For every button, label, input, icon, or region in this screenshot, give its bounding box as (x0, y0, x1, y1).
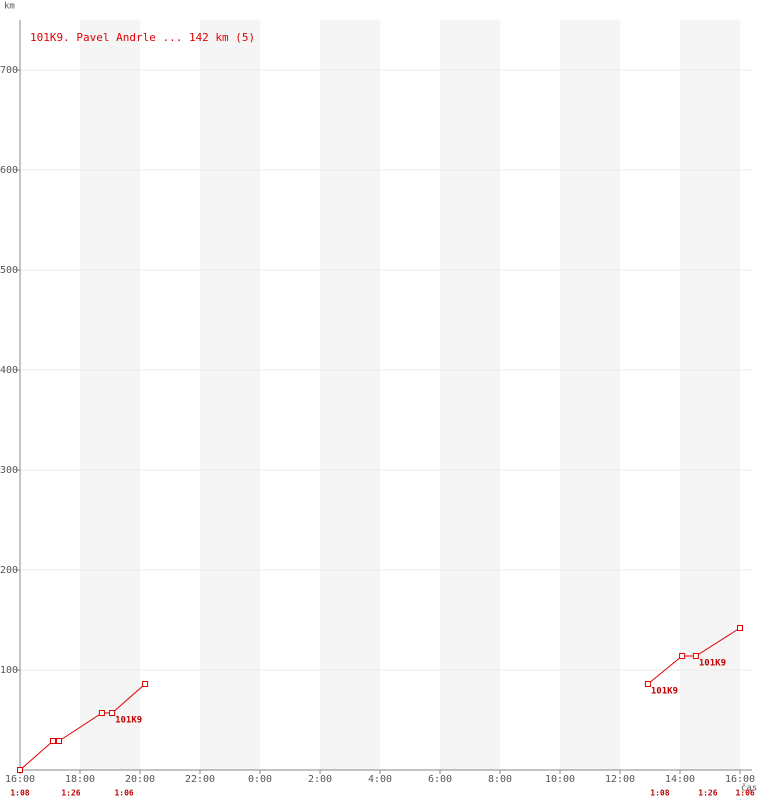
x-tick-label: 0:00 (248, 774, 272, 785)
point (692, 653, 699, 659)
duration-label: 1:26 (698, 789, 717, 798)
band (680, 20, 740, 770)
band (80, 20, 140, 770)
point (98, 710, 105, 716)
duration-label: 1:08 (10, 789, 29, 798)
y-tick-label: 300 (0, 465, 18, 476)
duration-label: 1:06 (735, 789, 754, 798)
x-tick-label: 12:00 (605, 774, 635, 785)
band (320, 20, 380, 770)
y-tick-label: 400 (0, 365, 18, 376)
x-tick-label: 16:00 (5, 774, 35, 785)
point (56, 738, 62, 744)
bands (80, 20, 740, 770)
band (200, 20, 260, 770)
grid (20, 69, 752, 671)
duration-label: 1:06 (114, 789, 133, 798)
y-tick-label: 600 (0, 165, 18, 176)
band (440, 20, 500, 770)
point (737, 625, 743, 631)
x-tick-label: 20:00 (125, 774, 155, 785)
x-tick-label: 18:00 (65, 774, 95, 785)
x-tick-label: 22:00 (185, 774, 215, 785)
point-label: 101K9 (115, 716, 142, 726)
point-label: 101K9 (699, 659, 726, 669)
point (679, 653, 686, 659)
x-tick-label: 8:00 (488, 774, 512, 785)
x-tick-label: 14:00 (665, 774, 695, 785)
chart-title: 101K9. Pavel Andrle ... 142 km (5) (30, 31, 255, 44)
point (109, 710, 116, 716)
point (17, 767, 23, 773)
duration-label: 1:08 (650, 789, 669, 798)
x-tick-label: 16:00 (725, 774, 755, 785)
y-tick-label: 500 (0, 265, 18, 276)
x-tick-label: 6:00 (428, 774, 452, 785)
x-tick-label: 2:00 (308, 774, 332, 785)
series-line (19, 683, 146, 771)
y-tick-label: 100 (0, 665, 18, 676)
point-label: 101K9 (651, 687, 678, 697)
x-tick-label: 10:00 (545, 774, 575, 785)
point (644, 681, 651, 687)
x-tick-label: 4:00 (368, 774, 392, 785)
y-tick-label: 700 (0, 65, 18, 76)
band (560, 20, 620, 770)
point (142, 681, 149, 687)
y-tick-label: 200 (0, 565, 18, 576)
point (50, 738, 56, 744)
x-axis-label: čas (741, 783, 757, 794)
series-line (647, 627, 741, 685)
duration-label: 1:26 (61, 789, 80, 798)
y-axis-label: km (4, 2, 15, 12)
